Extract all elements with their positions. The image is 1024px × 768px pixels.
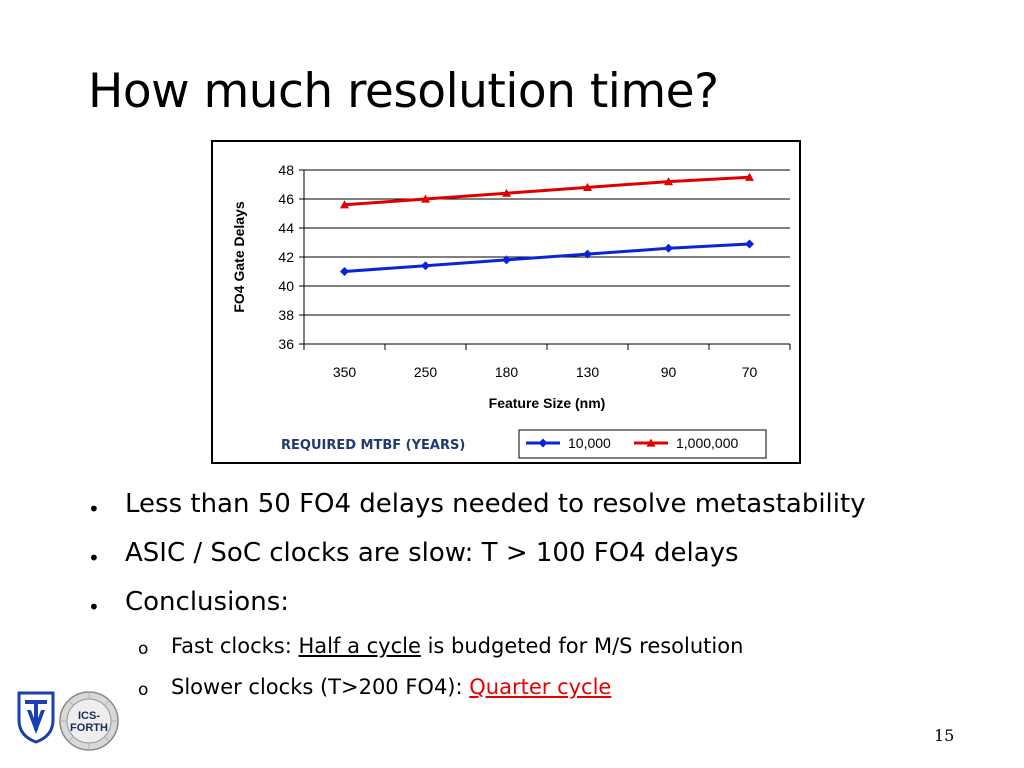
x-tick-label: 350 (333, 364, 357, 380)
y-tick-label: 42 (278, 249, 294, 265)
y-tick-label: 48 (278, 162, 294, 178)
data-point-triangle (745, 172, 754, 181)
x-tick-label: 70 (742, 364, 758, 380)
y-axis-label: FO4 Gate Delays (231, 201, 247, 312)
ics-forth-logo: ICS- FORTH (58, 690, 120, 757)
series-line-2 (344, 175, 750, 207)
sub-bullet-text: Fast clocks: Half a cycle is budgeted fo… (171, 634, 743, 658)
sub-bullet-prefix: Slower clocks (T>200 FO4): (171, 675, 470, 699)
technion-shield-icon (17, 691, 55, 744)
data-point-triangle (664, 177, 673, 186)
legend-title: REQUIRED MTBF (YEARS) (281, 438, 465, 453)
y-tick-label: 44 (278, 220, 294, 236)
data-point-diamond (502, 255, 511, 265)
page-number: 15 (934, 726, 955, 745)
legend-label-2: 1,000,000 (676, 435, 738, 451)
seal-line2: FORTH (70, 722, 108, 734)
data-point-triangle (421, 194, 430, 203)
technion-logo (16, 690, 56, 749)
x-tick-label: 90 (661, 364, 677, 380)
ics-forth-seal-icon: ICS- FORTH (59, 691, 119, 751)
quarter-cycle-link[interactable]: Quarter cycle (469, 675, 612, 699)
half-cycle-link[interactable]: Half a cycle (298, 634, 421, 658)
data-point-diamond (745, 239, 754, 249)
legend-label-1: 10,000 (568, 435, 611, 451)
data-point-diamond (583, 249, 592, 259)
x-tick-label: 180 (495, 364, 519, 380)
sub-bullet-suffix: is budgeted for M/S resolution (420, 634, 744, 658)
sub-bullet-prefix: Fast clocks: (171, 634, 299, 658)
slide-title: How much resolution time? (88, 64, 719, 119)
series-line-1 (344, 242, 750, 273)
bullet-dot: • (88, 595, 100, 619)
seal-line1: ICS- (78, 710, 100, 722)
x-tick-label: 250 (414, 364, 438, 380)
legend-marker-triangle (646, 438, 656, 447)
data-point-diamond (421, 261, 430, 271)
data-point-triangle (340, 200, 349, 209)
chart-panel: 36 38 40 42 44 46 48 350 250 180 130 90 70 Feature Si… (211, 140, 801, 464)
bullet-text: Conclusions: (125, 587, 289, 617)
bullet-text: ASIC / SoC clocks are slow: T > 100 FO4 … (125, 538, 739, 568)
legend-marker-diamond (538, 438, 548, 448)
x-tick-label: 130 (576, 364, 600, 380)
data-point-triangle (583, 182, 592, 191)
sub-bullet-text: Slower clocks (T>200 FO4): Quarter cycle (171, 675, 611, 699)
line-chart: 36 38 40 42 44 46 48 350 250 180 130 90 70 Feature Si… (231, 162, 791, 459)
y-tick-label: 36 (278, 336, 294, 352)
y-tick-label: 40 (278, 278, 294, 294)
x-axis-label: Feature Size (nm) (489, 395, 606, 411)
data-point-diamond (340, 267, 349, 276)
bullet-text: Less than 50 FO4 delays needed to resolv… (125, 489, 866, 519)
data-point-diamond (664, 243, 673, 253)
bullet-dot: • (88, 546, 100, 570)
y-tick-label: 38 (278, 307, 294, 323)
sub-bullet-marker: o (138, 639, 149, 659)
y-tick-label: 46 (278, 191, 294, 207)
bullet-dot: • (88, 497, 100, 521)
sub-bullet-marker: o (138, 680, 149, 700)
data-point-triangle (502, 188, 511, 197)
